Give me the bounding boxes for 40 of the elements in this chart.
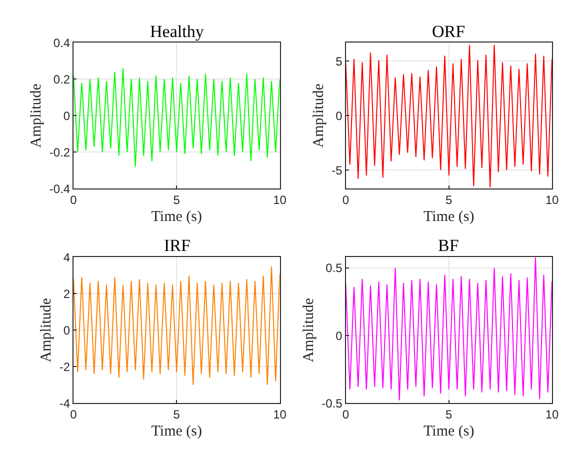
x-tick-label: 10 <box>273 193 287 207</box>
x-axis-title: Time (s) <box>424 209 474 225</box>
y-tick-label: 2 <box>63 286 70 301</box>
x-tick-label: 5 <box>173 408 180 422</box>
y-axis-title: Amplitude <box>310 83 327 148</box>
y-tick-label: 0 <box>63 108 70 123</box>
y-tick-label: 0 <box>63 323 70 338</box>
x-tick-label: 10 <box>545 193 559 207</box>
x-axis-title: Time (s) <box>151 424 202 440</box>
x-axis-title: Time (s) <box>424 424 474 440</box>
chart-title: Healthy <box>150 22 204 41</box>
y-axis-title: Amplitude <box>38 298 55 362</box>
y-tick-label: -5 <box>332 163 343 178</box>
y-tick-label: -0.5 <box>322 396 343 410</box>
y-tick-label: -4 <box>59 396 70 410</box>
y-tick-label: 0.2 <box>53 72 70 86</box>
y-tick-label: 4 <box>63 250 70 264</box>
y-tick-label: 0.4 <box>53 36 70 50</box>
x-tick-label: 10 <box>273 408 287 422</box>
y-axis-title: Amplitude <box>300 298 317 362</box>
x-tick-label: 5 <box>446 408 453 422</box>
line-series <box>346 44 552 188</box>
y-tick-label: 0 <box>336 108 343 123</box>
x-tick-label: 10 <box>545 408 559 422</box>
line-series <box>74 68 280 168</box>
line-series <box>74 266 280 386</box>
chart-title: BF <box>438 236 459 255</box>
y-axis-title: Amplitude <box>28 83 45 148</box>
y-tick-label: 0 <box>336 328 343 343</box>
chart-title: IRF <box>164 236 190 255</box>
x-tick-label: 5 <box>173 193 180 207</box>
line-series <box>346 257 552 401</box>
y-tick-label: -2 <box>59 360 70 374</box>
y-tick-label: -0.2 <box>49 145 70 160</box>
x-axis-title: Time (s) <box>151 209 202 225</box>
y-tick-label: 0.5 <box>326 261 343 276</box>
y-tick-label: 5 <box>336 54 343 68</box>
y-tick-label: -0.4 <box>49 182 70 196</box>
x-tick-label: 5 <box>446 193 453 207</box>
chart-title: ORF <box>432 22 466 41</box>
